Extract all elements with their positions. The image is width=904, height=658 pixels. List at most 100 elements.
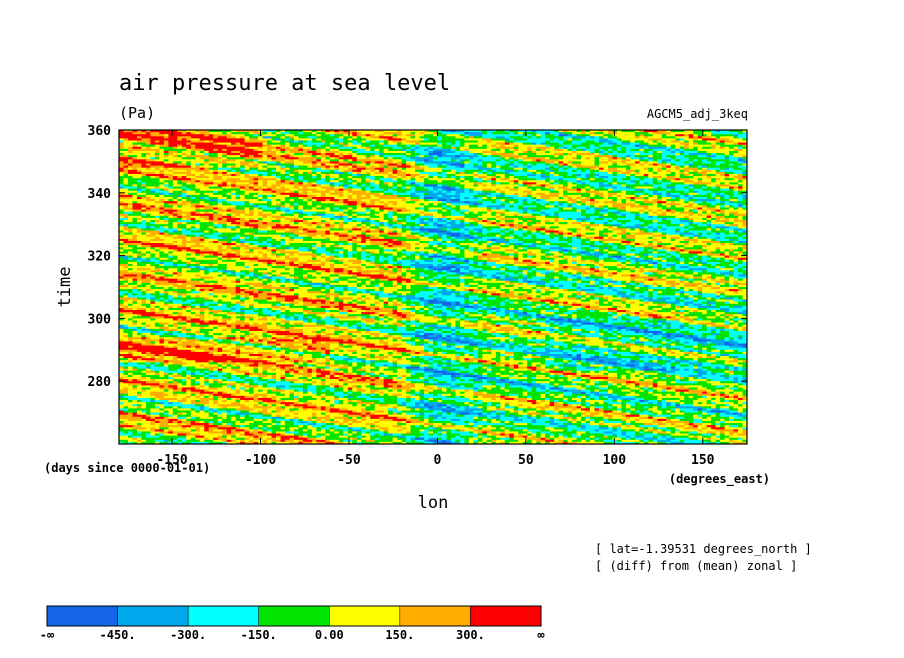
heatmap-cell — [208, 169, 214, 173]
heatmap-cell — [356, 165, 367, 169]
heatmap-cell — [536, 146, 551, 150]
heatmap-cell — [742, 161, 747, 165]
heatmap-cell — [621, 140, 631, 144]
heatmap-cell — [163, 169, 169, 173]
heatmap-cell — [477, 163, 483, 167]
heatmap-cell — [123, 142, 134, 146]
heatmap-cell — [379, 140, 385, 144]
heatmap-cell — [284, 138, 291, 142]
heatmap-cell — [177, 130, 187, 133]
heatmap-cell — [724, 142, 735, 146]
heatmap-cell — [280, 136, 286, 139]
heatmap-cell — [119, 165, 125, 169]
heatmap-cell — [379, 169, 385, 173]
heatmap-cell — [495, 146, 515, 150]
heatmap-cell — [621, 148, 627, 152]
heatmap-cell — [500, 159, 506, 162]
heatmap-cell — [316, 130, 322, 133]
heatmap-cell — [311, 165, 326, 169]
heatmap-cell — [419, 136, 439, 139]
heatmap-cell — [661, 138, 676, 142]
heatmap-cell — [289, 138, 295, 142]
heatmap-cell — [607, 159, 614, 162]
heatmap-cell — [320, 157, 326, 160]
heatmap-cell — [652, 148, 667, 152]
heatmap-cell — [119, 155, 129, 158]
heatmap-cell — [567, 146, 573, 150]
heatmap-cell — [729, 155, 735, 158]
heatmap-cell — [558, 130, 564, 133]
heatmap-cell — [235, 142, 241, 146]
heatmap-cell — [697, 148, 735, 152]
heatmap-cell — [365, 165, 371, 169]
heatmap-cell — [365, 167, 376, 171]
heatmap-cell — [127, 150, 134, 154]
heatmap-cell — [388, 157, 394, 160]
heatmap-cell — [338, 169, 344, 173]
heatmap-cell — [289, 142, 304, 146]
heatmap-cell — [558, 163, 564, 167]
heatmap-cell — [590, 144, 596, 148]
heatmap-cell — [518, 144, 546, 148]
heatmap-cell — [419, 140, 457, 144]
heatmap-cell — [154, 140, 160, 144]
heatmap-cell — [217, 165, 223, 169]
heatmap-cell — [320, 167, 326, 171]
heatmap-cell — [464, 144, 470, 148]
heatmap-cell — [271, 136, 282, 139]
heatmap-cell — [262, 161, 268, 165]
heatmap-cell — [190, 146, 196, 150]
heatmap-cell — [441, 132, 465, 135]
heatmap-cell — [311, 140, 322, 144]
heatmap-cell — [567, 138, 573, 142]
heatmap-cell — [338, 136, 344, 139]
heatmap-cell — [289, 146, 295, 150]
heatmap-cell — [424, 132, 434, 135]
heatmap-cell — [343, 169, 353, 173]
heatmap-cell — [648, 142, 658, 146]
heatmap-cell — [639, 161, 645, 165]
heatmap-cell — [338, 155, 344, 158]
heatmap-cell — [338, 130, 344, 133]
heatmap-cell — [298, 148, 304, 152]
heatmap-cell — [271, 132, 277, 135]
heatmap-cell — [208, 140, 214, 144]
heatmap-cell — [204, 150, 210, 154]
heatmap-cell — [639, 144, 649, 148]
heatmap-cell — [437, 163, 443, 167]
heatmap-cell — [428, 165, 439, 169]
heatmap-cell — [361, 161, 367, 165]
heatmap-cell — [706, 140, 717, 144]
heatmap-cell — [329, 155, 340, 158]
heatmap-cell — [459, 153, 465, 156]
heatmap-cell — [630, 155, 636, 158]
heatmap-cell — [684, 130, 694, 133]
heatmap-cell — [428, 155, 434, 158]
heatmap-cell — [199, 167, 205, 171]
heatmap-cell — [267, 163, 277, 167]
heatmap-cell — [670, 163, 676, 167]
heatmap-cell — [464, 161, 470, 165]
heatmap-cell — [657, 159, 663, 162]
heatmap-cell — [226, 169, 232, 173]
heatmap-cell — [177, 138, 183, 142]
heatmap-cell — [693, 136, 699, 139]
heatmap-cell — [455, 136, 465, 139]
heatmap-cell — [558, 134, 569, 137]
heatmap-cell — [150, 153, 156, 156]
heatmap-cell — [473, 165, 483, 169]
heatmap-cell — [168, 142, 187, 146]
heatmap-cell — [253, 163, 259, 167]
heatmap-cell — [343, 144, 349, 148]
heatmap-cell — [231, 150, 241, 154]
heatmap-cell — [231, 134, 246, 137]
heatmap-cell — [150, 165, 165, 169]
heatmap-cell — [347, 165, 353, 169]
heatmap-cell — [455, 150, 470, 154]
heatmap-cell — [334, 153, 340, 156]
heatmap-cell — [495, 142, 506, 146]
heatmap-cell — [711, 161, 717, 165]
heatmap-cell — [679, 153, 685, 156]
heatmap-cell — [607, 157, 614, 160]
